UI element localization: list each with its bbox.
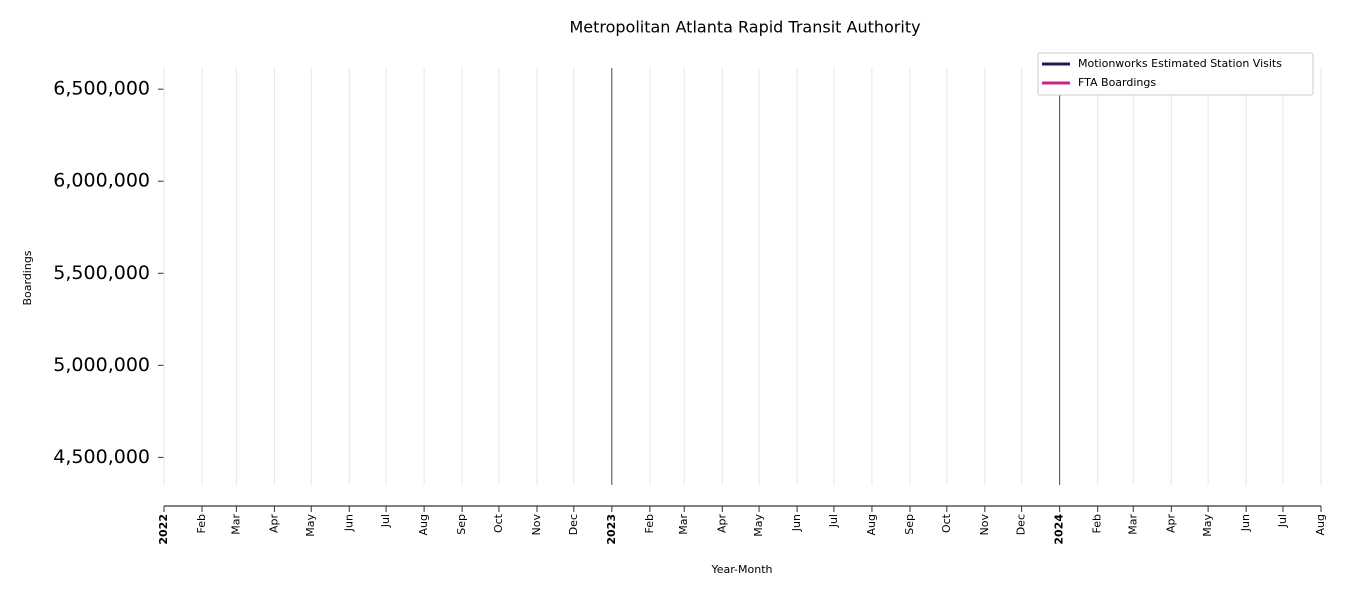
x-tick-label: Aug — [1314, 514, 1327, 535]
x-tick-label: Mar — [1126, 514, 1139, 535]
legend-label: FTA Boardings — [1078, 76, 1156, 89]
x-tick-label: Dec — [567, 514, 580, 535]
x-tick-label: Aug — [417, 514, 430, 535]
legend-label: Motionworks Estimated Station Visits — [1078, 57, 1282, 70]
x-tick-label: Feb — [195, 514, 208, 533]
x-tick-label: 2023 — [605, 514, 618, 545]
x-tick-label: Jul — [1276, 514, 1289, 528]
y-tick-label: 5,500,000 — [53, 262, 150, 284]
x-tick-label: Oct — [940, 513, 953, 533]
x-tick-label: Aug — [865, 514, 878, 535]
x-tick-label: Mar — [229, 514, 242, 535]
y-tick-label: 5,000,000 — [53, 354, 150, 376]
y-axis-label: Boardings — [21, 250, 34, 305]
x-tick-label: Jun — [342, 514, 355, 532]
y-tick-label: 6,000,000 — [53, 170, 150, 192]
x-tick-label: 2024 — [1053, 514, 1066, 545]
x-tick-label: Feb — [643, 514, 656, 533]
x-tick-label: Jun — [1239, 514, 1252, 532]
x-tick-label: Apr — [715, 514, 728, 534]
legend-box — [1037, 52, 1314, 96]
x-tick-label: May — [304, 514, 317, 537]
x-tick-label: Mar — [677, 514, 690, 535]
x-tick-label: Sep — [903, 514, 916, 535]
y-tick-label: 4,500,000 — [53, 446, 150, 468]
x-tick-label: Nov — [978, 514, 991, 536]
chart-title: Metropolitan Atlanta Rapid Transit Autho… — [569, 18, 920, 37]
x-tick-label: Jun — [790, 514, 803, 532]
x-tick-label: Dec — [1015, 514, 1028, 535]
x-tick-label: May — [752, 514, 765, 537]
y-tick-label: 6,500,000 — [53, 78, 150, 100]
x-tick-label: Jul — [827, 514, 840, 528]
x-tick-label: Apr — [267, 514, 280, 534]
x-tick-label: May — [1201, 514, 1214, 537]
x-tick-label: Sep — [455, 514, 468, 535]
x-tick-label: Feb — [1091, 514, 1104, 533]
x-tick-label: Nov — [530, 514, 543, 536]
x-tick-label: Oct — [492, 513, 505, 533]
x-axis-label: Year-Month — [710, 563, 772, 576]
x-tick-label: Jul — [379, 514, 392, 528]
x-tick-label: Apr — [1164, 514, 1177, 534]
x-tick-label: 2022 — [157, 514, 170, 545]
